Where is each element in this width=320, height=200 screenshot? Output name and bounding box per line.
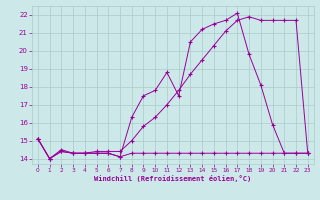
X-axis label: Windchill (Refroidissement éolien,°C): Windchill (Refroidissement éolien,°C) [94, 175, 252, 182]
